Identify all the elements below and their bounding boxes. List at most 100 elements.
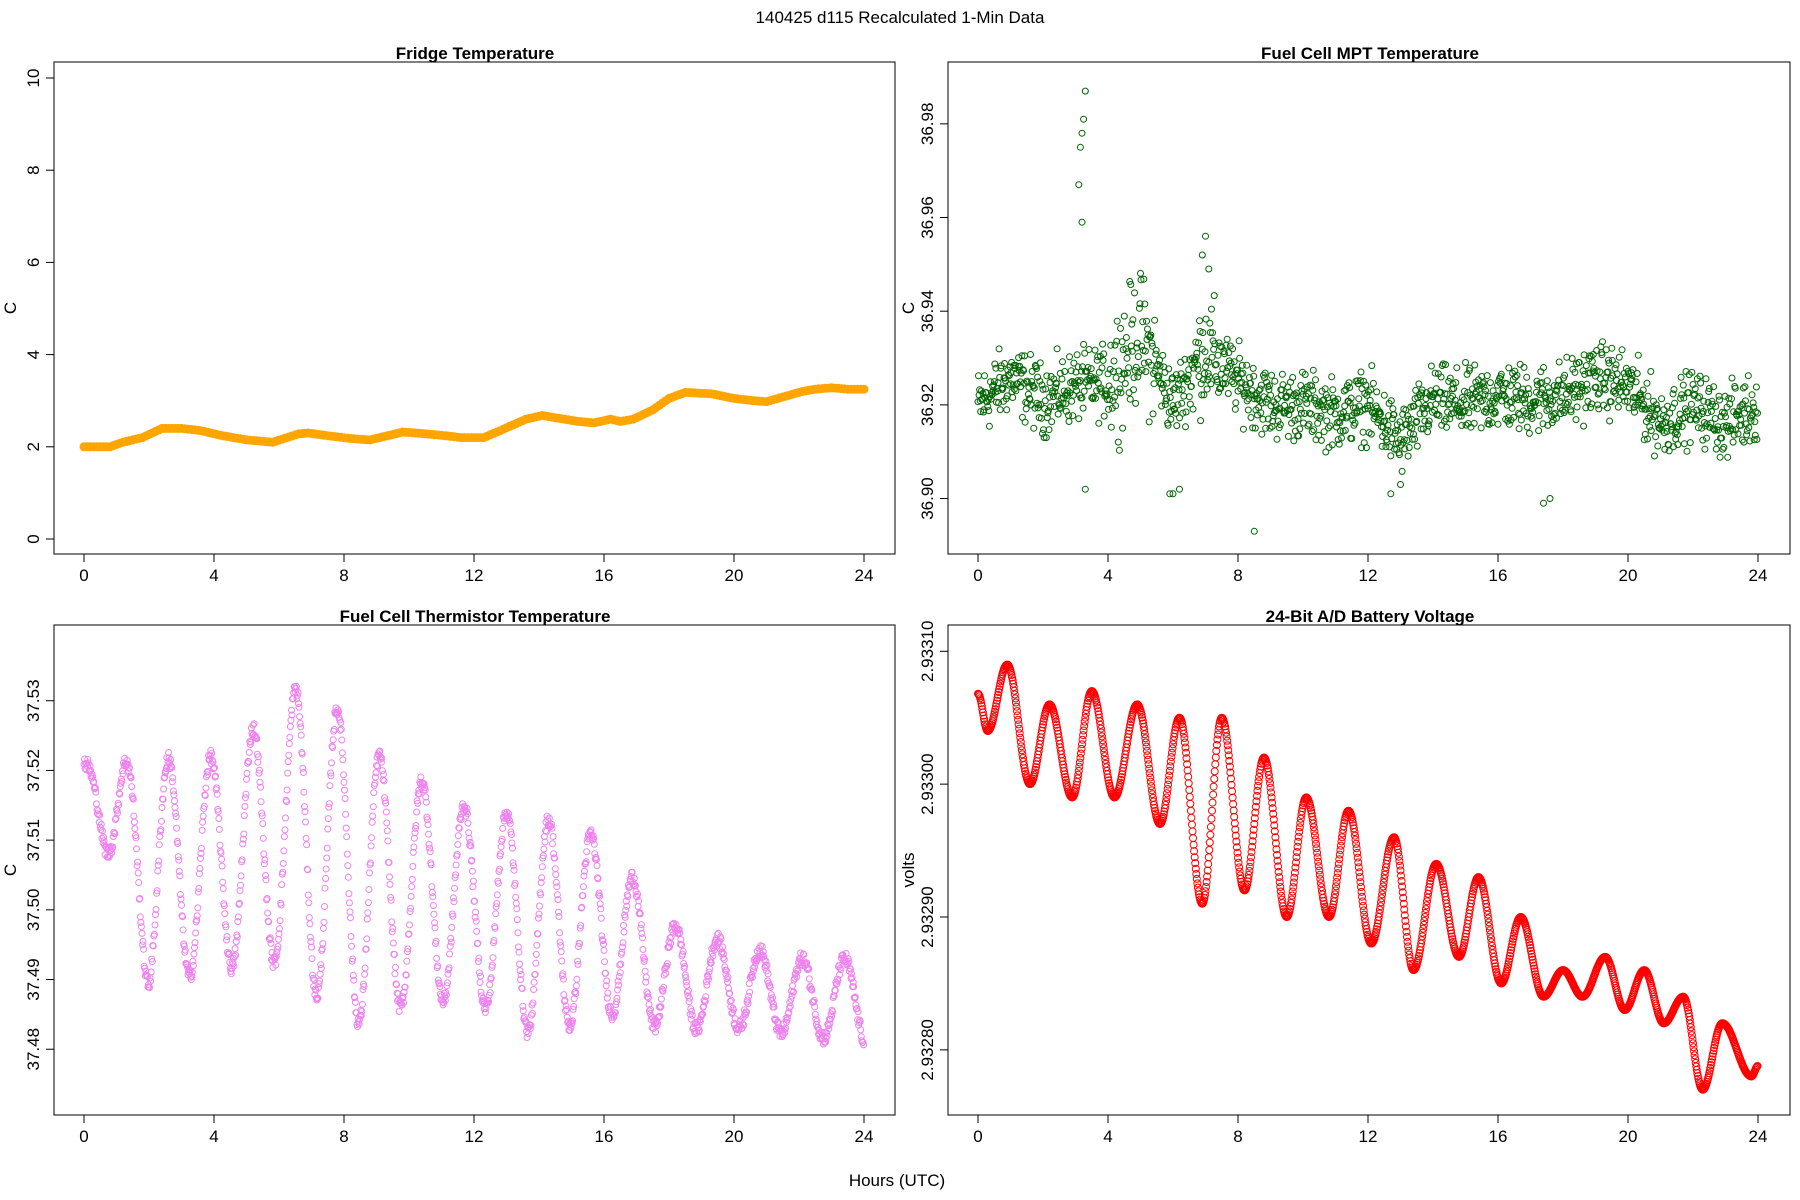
data-point (1168, 744, 1177, 753)
data-point (1387, 452, 1395, 460)
data-point (1276, 883, 1285, 891)
data-point (1406, 423, 1414, 431)
data-point (337, 719, 345, 726)
data-point (355, 1020, 363, 1028)
data-point (811, 1011, 819, 1018)
data-point (1076, 754, 1085, 762)
data-point (1399, 899, 1408, 908)
data-point (1196, 317, 1203, 325)
data-point (1150, 380, 1158, 388)
data-point (197, 854, 204, 862)
x-tick-label: 12 (465, 1127, 484, 1146)
data-point (1163, 785, 1172, 793)
data-point (442, 991, 450, 999)
data-point (1177, 358, 1185, 366)
data-point (1098, 736, 1107, 745)
data-point (1368, 362, 1376, 370)
data-point (1335, 418, 1343, 426)
data-point (327, 769, 334, 777)
data-point (1080, 722, 1089, 731)
data-point (558, 957, 566, 965)
data-point (515, 948, 523, 956)
data-point (644, 994, 652, 1002)
data-point (160, 785, 168, 793)
data-point (1507, 946, 1515, 955)
data-point (1328, 441, 1336, 449)
data-point (272, 961, 280, 969)
data-point (172, 813, 180, 821)
data-point (1518, 389, 1526, 397)
data-point (758, 943, 766, 950)
data-point (119, 770, 127, 778)
data-point (579, 883, 587, 891)
data-point (1257, 381, 1265, 389)
data-point (1669, 390, 1677, 398)
data-point (1159, 351, 1167, 359)
data-point (1012, 387, 1020, 395)
data-point (552, 871, 560, 879)
data-point (743, 1008, 750, 1016)
data-point (154, 861, 162, 869)
data-point (1446, 415, 1454, 423)
data-point (1128, 320, 1136, 328)
data-point (445, 964, 453, 972)
data-point (621, 913, 629, 921)
data-point (644, 990, 652, 998)
data-point (1081, 713, 1090, 722)
data-point (1694, 394, 1702, 402)
data-point (512, 893, 520, 901)
data-point (422, 793, 430, 801)
data-point (985, 407, 993, 415)
data-point (1317, 412, 1325, 420)
data-point (583, 848, 591, 856)
data-point (1613, 377, 1621, 384)
data-point (1270, 409, 1278, 417)
data-point (1139, 318, 1147, 326)
data-point (1397, 877, 1406, 885)
data-point (1438, 362, 1446, 369)
data-point (368, 818, 376, 826)
data-point (1357, 887, 1366, 896)
data-point (358, 1000, 366, 1008)
data-point (1647, 427, 1655, 435)
data-point (1435, 411, 1443, 419)
data-point (1334, 395, 1342, 403)
data-point (470, 877, 477, 885)
data-point (1268, 798, 1277, 807)
data-point (1425, 422, 1433, 430)
data-point (1097, 724, 1105, 733)
data-point (1661, 445, 1669, 453)
data-point (1140, 726, 1149, 735)
data-point (1209, 782, 1218, 791)
data-point (1234, 366, 1241, 374)
data-point (699, 1010, 707, 1018)
data-point (454, 841, 462, 848)
data-point (318, 945, 326, 953)
data-point (590, 840, 598, 848)
data-point (407, 892, 415, 900)
data-point (1212, 746, 1221, 755)
data-point (681, 962, 689, 970)
data-point (1092, 394, 1099, 402)
data-point (1419, 924, 1428, 933)
data-point (1020, 367, 1027, 375)
data-point (1414, 952, 1423, 960)
data-point (1169, 490, 1177, 498)
data-point (1107, 423, 1115, 431)
data-point (1719, 445, 1727, 453)
data-point (848, 970, 855, 978)
data-point (1067, 379, 1075, 387)
data-point (442, 988, 450, 996)
data-point (507, 831, 515, 838)
data-point (1668, 423, 1676, 431)
y-tick-label: 2.93300 (918, 753, 937, 814)
data-point (1005, 381, 1013, 389)
data-point (238, 856, 246, 864)
data-point (1016, 378, 1024, 386)
data-point (1043, 372, 1051, 380)
data-point (336, 726, 344, 734)
data-point (728, 1009, 736, 1017)
data-point (999, 384, 1007, 392)
data-point (341, 786, 348, 794)
data-point (1008, 673, 1017, 682)
